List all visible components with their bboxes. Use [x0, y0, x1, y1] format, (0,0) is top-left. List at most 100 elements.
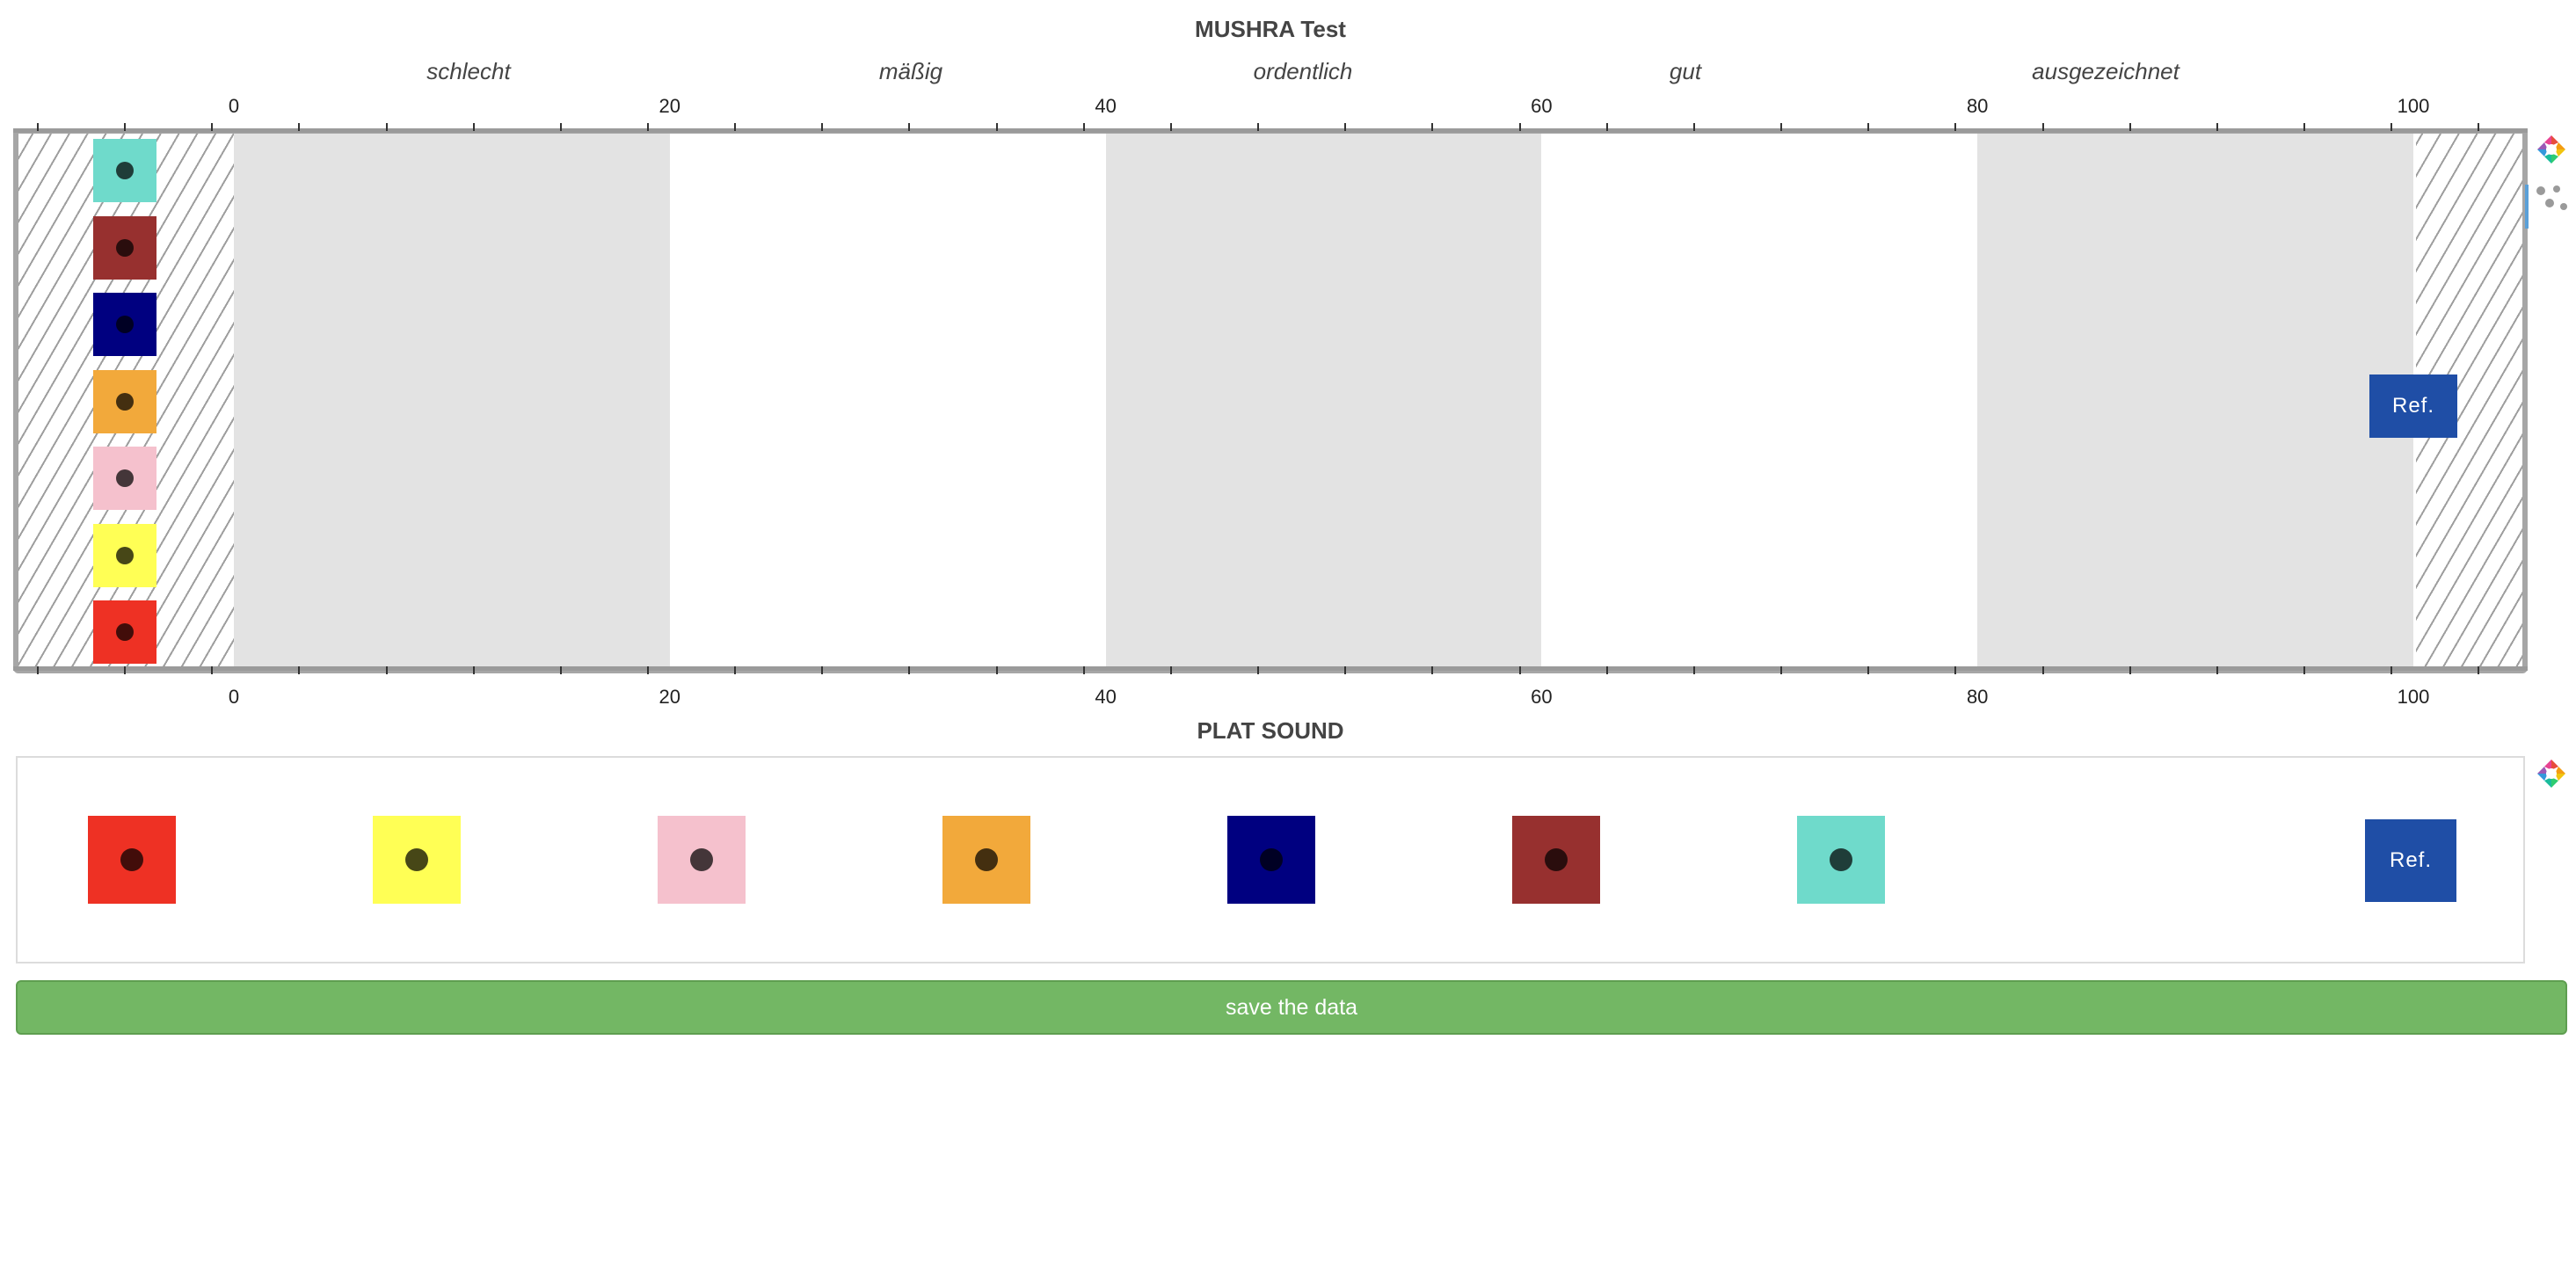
axis-tick [1518, 123, 1521, 131]
category-label-ordentlich: ordentlich [1253, 58, 1353, 84]
plat-sound-sample[interactable] [373, 816, 461, 904]
axis-tick [1257, 123, 1260, 131]
axis-tick [2128, 123, 2131, 131]
bottom-tick-label: 0 [228, 686, 240, 708]
plat-sound-title: PLAT SOUND [1197, 717, 1344, 744]
sample-teal-marker[interactable] [93, 139, 156, 202]
top-tick-label: 40 [1095, 95, 1117, 117]
axis-tick [2128, 666, 2131, 674]
axis-tick [559, 123, 562, 131]
axis-tick [2216, 123, 2218, 131]
plat-reference-button[interactable]: Ref. [2365, 819, 2456, 902]
axis-tick [472, 666, 475, 674]
rating-plot-area[interactable]: Ref. [13, 128, 2528, 673]
top-tick-label: 0 [228, 95, 240, 117]
page-title: MUSHRA Test [1195, 16, 1346, 42]
axis-tick [1344, 666, 1347, 674]
axis-tick [2390, 666, 2393, 674]
axis-tick [385, 123, 388, 131]
sample-brown-marker[interactable] [93, 215, 156, 280]
axis-tick [2390, 123, 2393, 131]
reference-marker[interactable]: Ref. [2369, 374, 2457, 438]
sample-yellow-marker[interactable] [93, 523, 156, 587]
scale-band [1977, 134, 2413, 668]
axis-tick [1257, 666, 1260, 674]
axis-tick [2303, 123, 2306, 131]
plat-sound-sample[interactable] [1797, 816, 1885, 904]
plat-sound-sample[interactable] [1227, 816, 1315, 904]
top-tick-label: 80 [1966, 95, 1989, 117]
scale-band [669, 134, 1106, 668]
sample-red-marker[interactable] [93, 600, 156, 664]
category-label-schlecht: schlecht [426, 58, 511, 84]
axis-tick [908, 666, 911, 674]
axis-tick [1431, 666, 1434, 674]
axis-tick [1518, 666, 1521, 674]
axis-tick [36, 666, 39, 674]
sample-navy-marker[interactable] [93, 293, 156, 356]
sample-dot [120, 848, 143, 871]
axis-tick [1082, 666, 1085, 674]
axis-tick [647, 666, 649, 674]
sample-orange-marker[interactable] [93, 369, 156, 433]
plat-sound-sample[interactable] [658, 816, 746, 904]
axis-tick [36, 123, 39, 131]
marker-dot [116, 623, 134, 641]
bottom-tick-label: 80 [1966, 686, 1989, 708]
plat-sound-panel: Ref. [16, 756, 2525, 963]
axis-tick [211, 666, 214, 674]
sample-dot [405, 848, 428, 871]
category-label-maessig: mäßig [878, 58, 943, 84]
axis-tick [2216, 666, 2218, 674]
top-tick-label: 100 [2397, 95, 2430, 117]
axis-tick [2303, 666, 2306, 674]
axis-tick [908, 123, 911, 131]
axis-tick [2478, 666, 2480, 674]
axis-tick [734, 666, 737, 674]
axis-tick [559, 666, 562, 674]
save-data-button[interactable]: save the data [16, 980, 2567, 1035]
sample-dot [690, 848, 713, 871]
marker-dot [116, 392, 134, 411]
axis-tick [734, 123, 737, 131]
axis-tick [995, 123, 998, 131]
axis-tick [298, 123, 301, 131]
marker-dot [116, 162, 134, 179]
axis-tick [1780, 123, 1783, 131]
axis-tick [211, 123, 214, 131]
category-label-ausgezeichnet: ausgezeichnet [2032, 58, 2179, 84]
sample-dot [1830, 848, 1852, 871]
axis-tick [2041, 666, 2044, 674]
color-wheel-icon[interactable] [2534, 132, 2569, 171]
axis-tick [2478, 123, 2480, 131]
axis-tick [124, 123, 127, 131]
plat-sound-sample[interactable] [88, 816, 176, 904]
axis-tick [821, 666, 824, 674]
marker-dot [116, 469, 134, 487]
axis-tick [1169, 666, 1172, 674]
scale-band [1541, 134, 1978, 668]
marker-dot [116, 546, 134, 564]
bottom-tick-label: 20 [659, 686, 681, 708]
scale-band [234, 134, 670, 668]
axis-tick [1954, 123, 1957, 131]
axis-line [13, 666, 2528, 671]
sample-pink-marker[interactable] [93, 447, 156, 510]
axis-tick [1605, 666, 1608, 674]
axis-tick [647, 123, 649, 131]
marker-dot [116, 238, 134, 257]
axis-line [13, 128, 2528, 133]
plat-sound-sample[interactable] [942, 816, 1030, 904]
axis-tick [1692, 666, 1695, 674]
sample-dot [1260, 848, 1283, 871]
axis-tick [385, 666, 388, 674]
axis-tick [1954, 666, 1957, 674]
scale-band [1105, 134, 1542, 668]
color-wheel-icon[interactable] [2534, 756, 2569, 796]
axis-tick [472, 123, 475, 131]
plat-sound-sample[interactable] [1512, 816, 1600, 904]
top-tick-label: 60 [1531, 95, 1553, 117]
axis-tick [1344, 123, 1347, 131]
bottom-tick-label: 100 [2397, 686, 2430, 708]
axis-tick [1605, 123, 1608, 131]
